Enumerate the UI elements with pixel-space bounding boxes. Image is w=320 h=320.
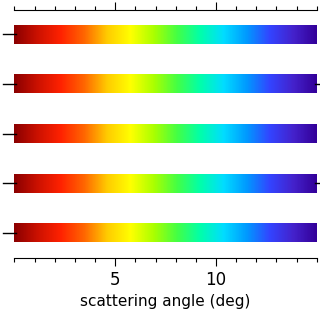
X-axis label: scattering angle (deg): scattering angle (deg) [80, 294, 251, 309]
